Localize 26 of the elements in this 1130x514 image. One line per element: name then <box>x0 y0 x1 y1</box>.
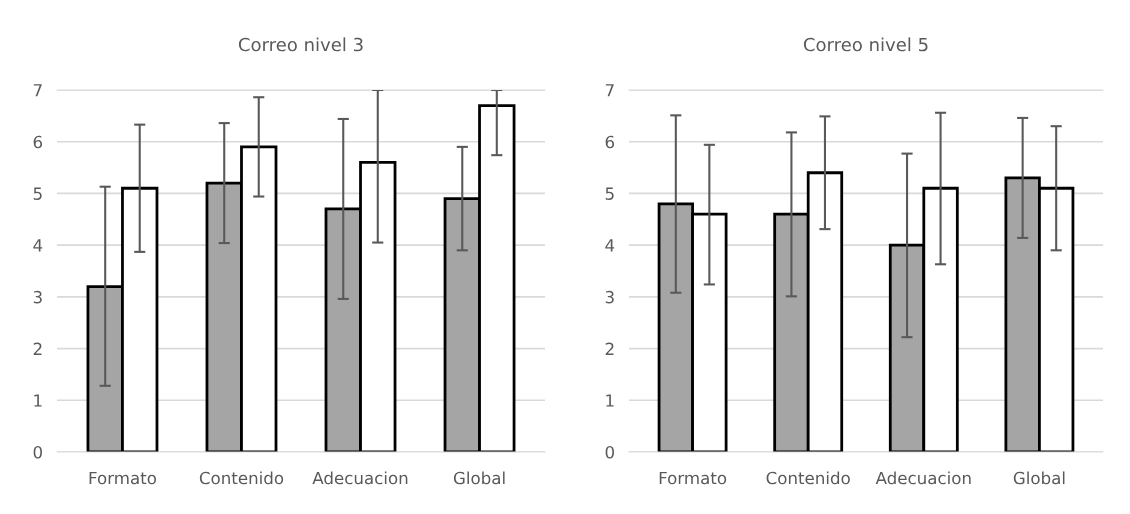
y-tick-label: 3 <box>33 290 42 304</box>
y-tick-label: 5 <box>605 187 614 200</box>
chart-title: Correo nivel 3 <box>238 37 363 52</box>
x-tick-label: Formato <box>659 471 727 485</box>
y-tick-label: 0 <box>605 445 614 459</box>
y-tick-label: 4 <box>33 239 43 252</box>
y-tick-label: 1 <box>606 394 614 407</box>
chart-title: Correo nivel 5 <box>803 37 928 52</box>
y-tick-label: 2 <box>605 342 614 355</box>
y-tick-label: 6 <box>33 135 43 149</box>
x-tick-label: Global <box>453 471 505 485</box>
y-tick-label: 6 <box>605 135 615 149</box>
x-tick-label: Contenido <box>766 471 850 485</box>
x-tick-label: Adecuacion <box>875 471 971 485</box>
y-tick-label: 7 <box>605 84 614 97</box>
y-tick-label: 4 <box>605 239 615 252</box>
y-tick-label: 0 <box>33 445 42 459</box>
y-tick-label: 2 <box>33 342 42 355</box>
y-tick-label: 7 <box>33 84 42 97</box>
x-tick-label: Adecuacion <box>312 471 408 485</box>
x-tick-label: Global <box>1013 471 1065 485</box>
x-tick-label: Contenido <box>199 471 284 485</box>
y-tick-label: 3 <box>605 290 614 304</box>
x-tick-label: Formato <box>89 471 157 485</box>
y-tick-label: 5 <box>33 187 42 200</box>
y-tick-label: 1 <box>34 394 42 407</box>
